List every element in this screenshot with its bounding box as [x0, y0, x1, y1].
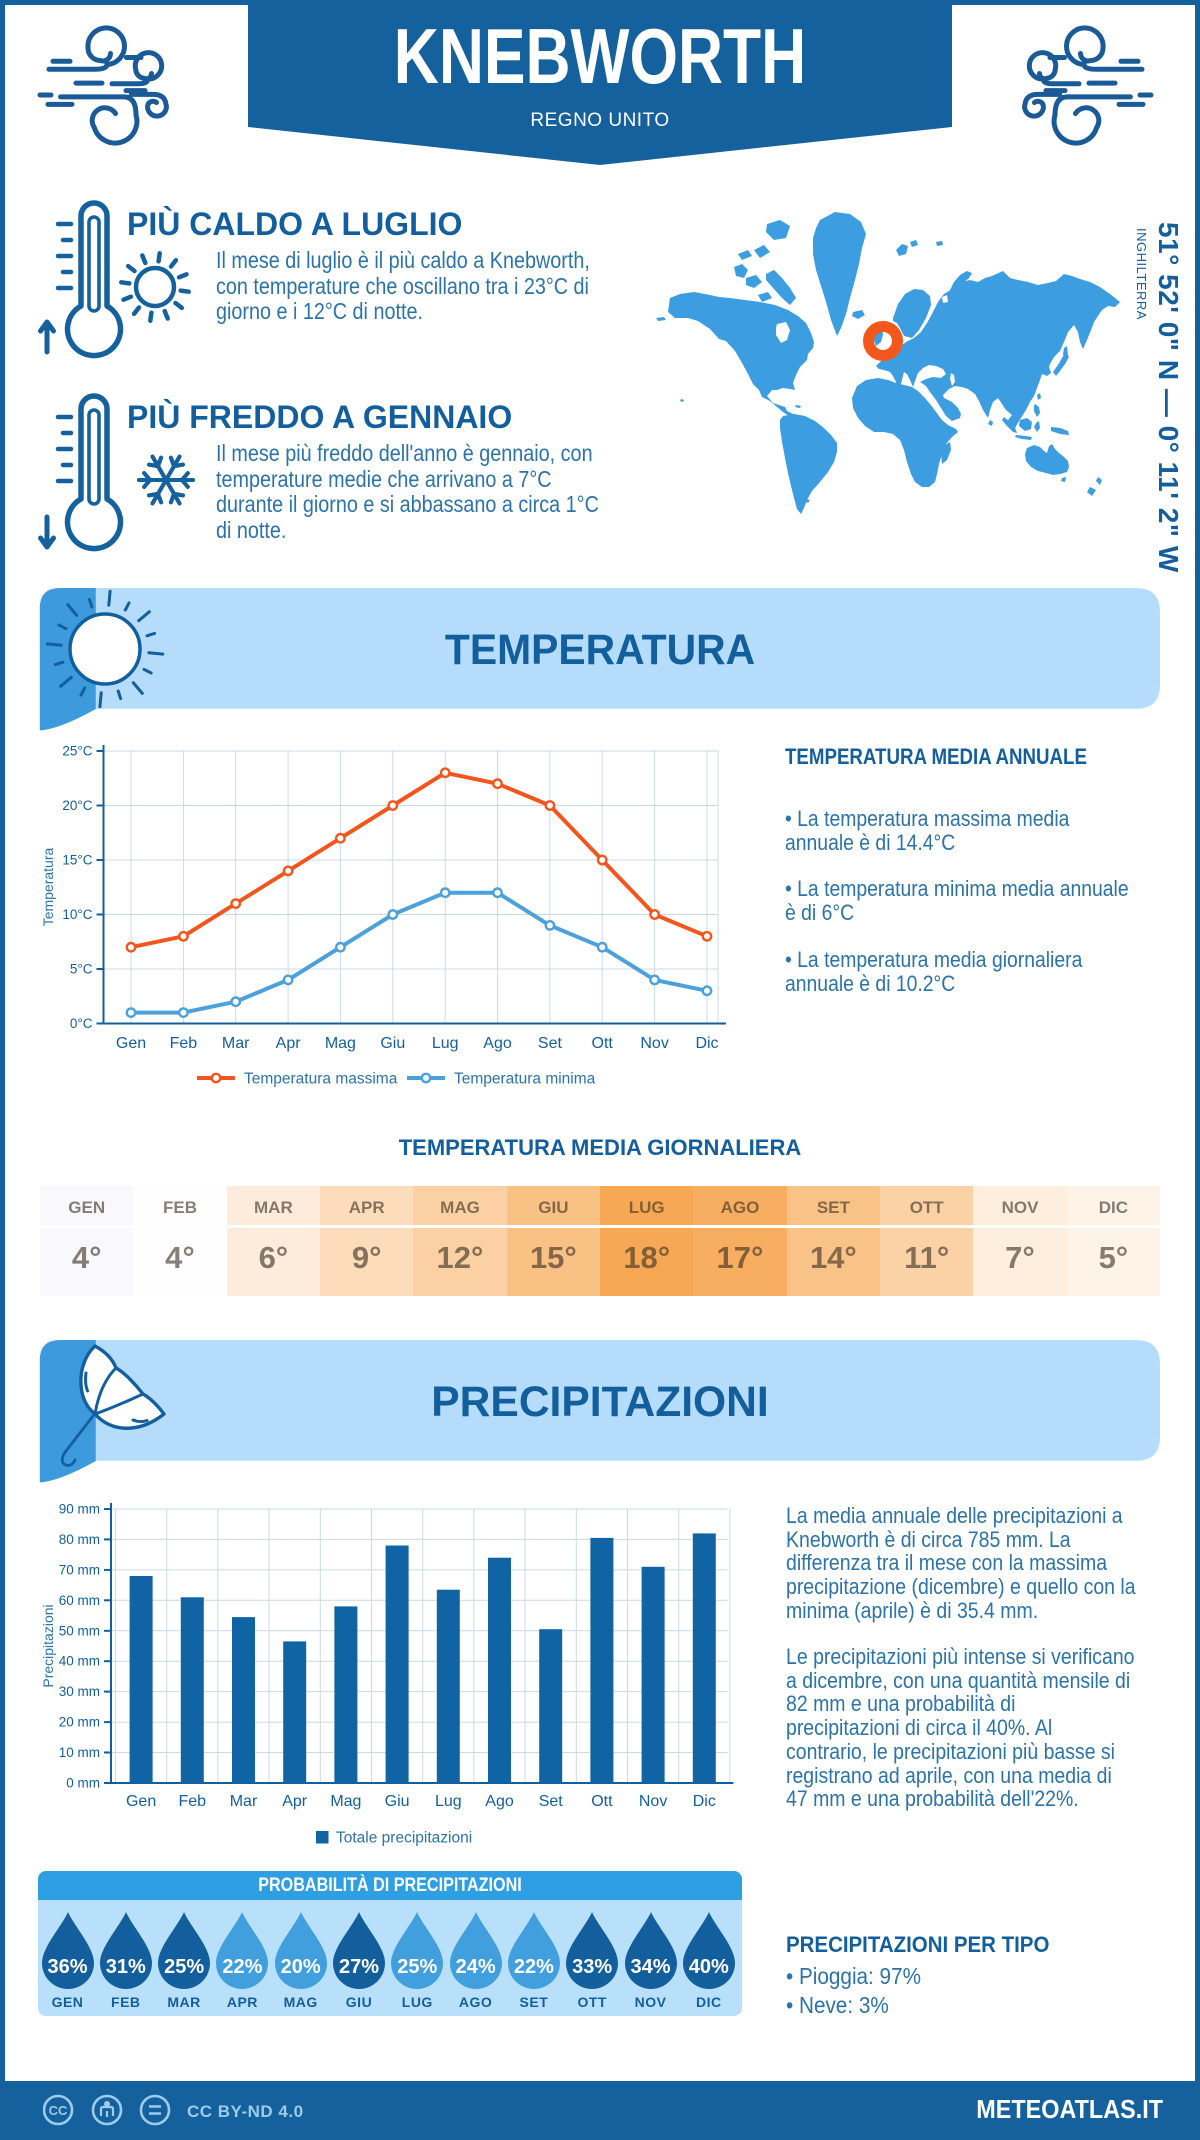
svg-text:Temperatura: Temperatura	[40, 847, 56, 926]
svg-text:Ott: Ott	[592, 1035, 614, 1052]
svg-text:0 mm: 0 mm	[66, 1776, 100, 1791]
svg-text:10 mm: 10 mm	[59, 1745, 100, 1760]
svg-text:CC: CC	[49, 2103, 68, 2118]
svg-text:20°C: 20°C	[62, 798, 92, 813]
svg-text:90 mm: 90 mm	[59, 1502, 100, 1517]
svg-text:Feb: Feb	[170, 1035, 198, 1052]
svg-text:80 mm: 80 mm	[59, 1532, 100, 1547]
svg-text:25°C: 25°C	[62, 744, 92, 759]
svg-text:Temperatura minima: Temperatura minima	[454, 1071, 596, 1088]
svg-text:Dic: Dic	[693, 1793, 716, 1810]
svg-text:Apr: Apr	[276, 1035, 302, 1052]
svg-text:Ago: Ago	[483, 1035, 512, 1052]
svg-text:Feb: Feb	[179, 1793, 207, 1810]
svg-text:Mag: Mag	[325, 1035, 356, 1052]
svg-text:Ago: Ago	[485, 1793, 514, 1810]
svg-text:Set: Set	[539, 1793, 564, 1810]
svg-text:5°C: 5°C	[70, 962, 93, 977]
svg-text:Nov: Nov	[640, 1035, 668, 1052]
svg-text:Nov: Nov	[639, 1793, 667, 1810]
svg-text:40 mm: 40 mm	[59, 1654, 100, 1669]
svg-text:Mag: Mag	[330, 1793, 361, 1810]
svg-text:Temperatura massima: Temperatura massima	[244, 1071, 398, 1088]
svg-text:Giu: Giu	[380, 1035, 405, 1052]
svg-text:Gen: Gen	[126, 1793, 156, 1810]
svg-text:Gen: Gen	[116, 1035, 146, 1052]
svg-text:Giu: Giu	[385, 1793, 410, 1810]
svg-text:Dic: Dic	[695, 1035, 718, 1052]
svg-text:10°C: 10°C	[62, 907, 92, 922]
svg-text:60 mm: 60 mm	[59, 1593, 100, 1608]
svg-text:70 mm: 70 mm	[59, 1562, 100, 1577]
svg-text:50 mm: 50 mm	[59, 1623, 100, 1638]
svg-text:Mar: Mar	[222, 1035, 250, 1052]
svg-text:Lug: Lug	[435, 1793, 462, 1810]
svg-text:Ott: Ott	[591, 1793, 613, 1810]
svg-text:20 mm: 20 mm	[59, 1715, 100, 1730]
svg-text:Mar: Mar	[230, 1793, 258, 1810]
svg-text:Set: Set	[538, 1035, 563, 1052]
svg-text:Lug: Lug	[432, 1035, 459, 1052]
svg-text:Apr: Apr	[282, 1793, 308, 1810]
svg-text:Totale precipitazioni: Totale precipitazioni	[336, 1830, 472, 1847]
svg-text:30 mm: 30 mm	[59, 1684, 100, 1699]
svg-text:Precipitazioni: Precipitazioni	[40, 1604, 56, 1687]
svg-text:15°C: 15°C	[62, 853, 92, 868]
svg-text:0°C: 0°C	[70, 1016, 93, 1031]
